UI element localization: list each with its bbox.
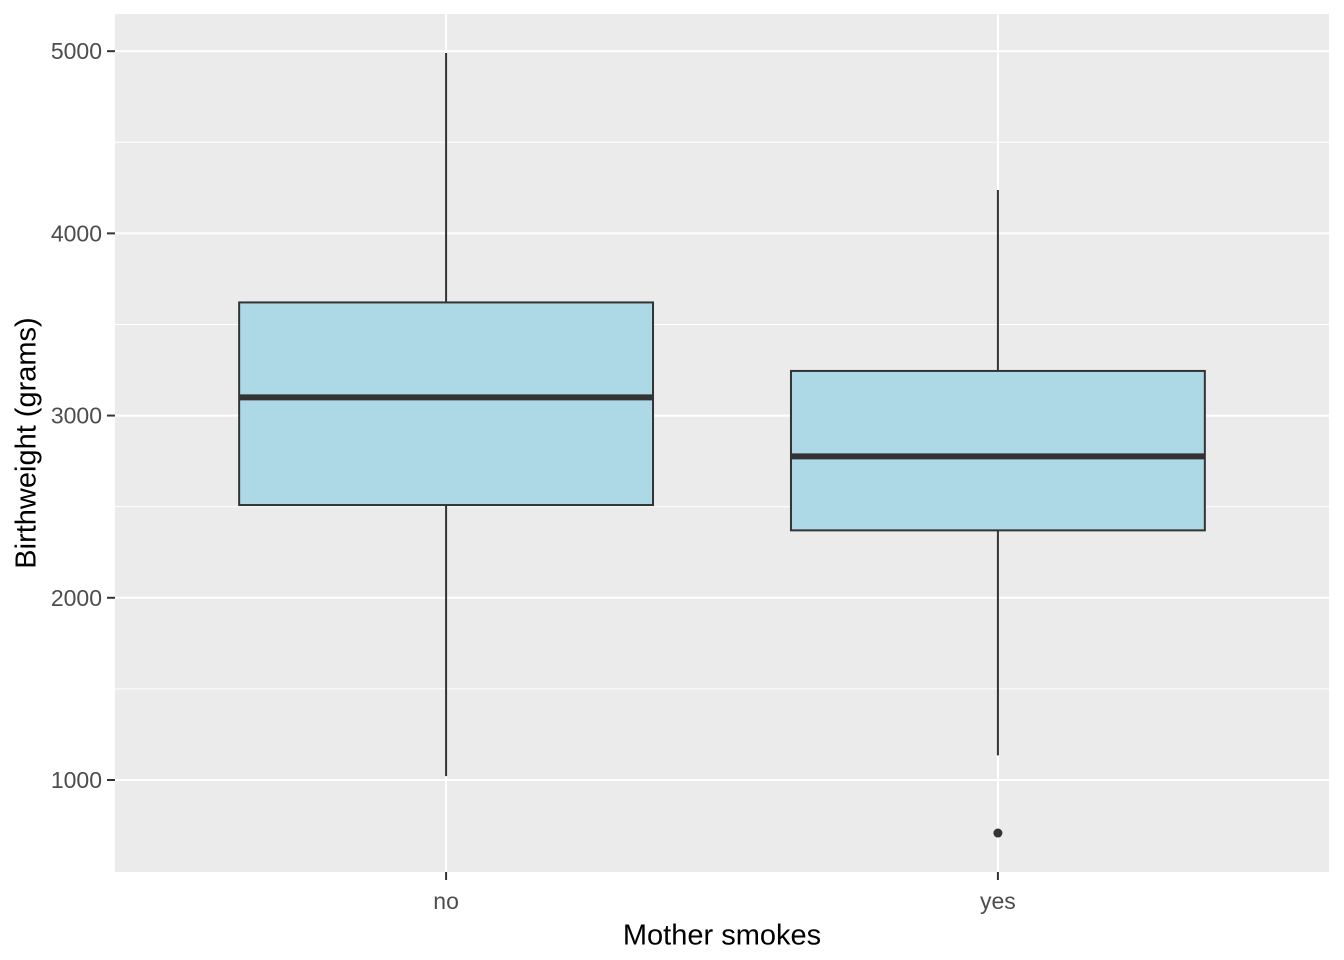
x-axis-title: Mother smokes xyxy=(622,919,822,952)
x-tick-label: no xyxy=(433,888,459,914)
outlier-point-yes xyxy=(993,828,1003,838)
y-axis-title: Birthweight (grams) xyxy=(10,317,43,569)
box-yes xyxy=(789,369,1206,532)
y-tick-label: 2000 xyxy=(51,585,102,611)
y-tick-label: 4000 xyxy=(51,220,102,246)
box-no xyxy=(238,301,655,507)
x-tick-label: yes xyxy=(980,888,1016,914)
y-tick-label: 5000 xyxy=(51,38,102,64)
y-tick-label: 1000 xyxy=(51,767,102,793)
y-tick-label: 3000 xyxy=(51,403,102,429)
